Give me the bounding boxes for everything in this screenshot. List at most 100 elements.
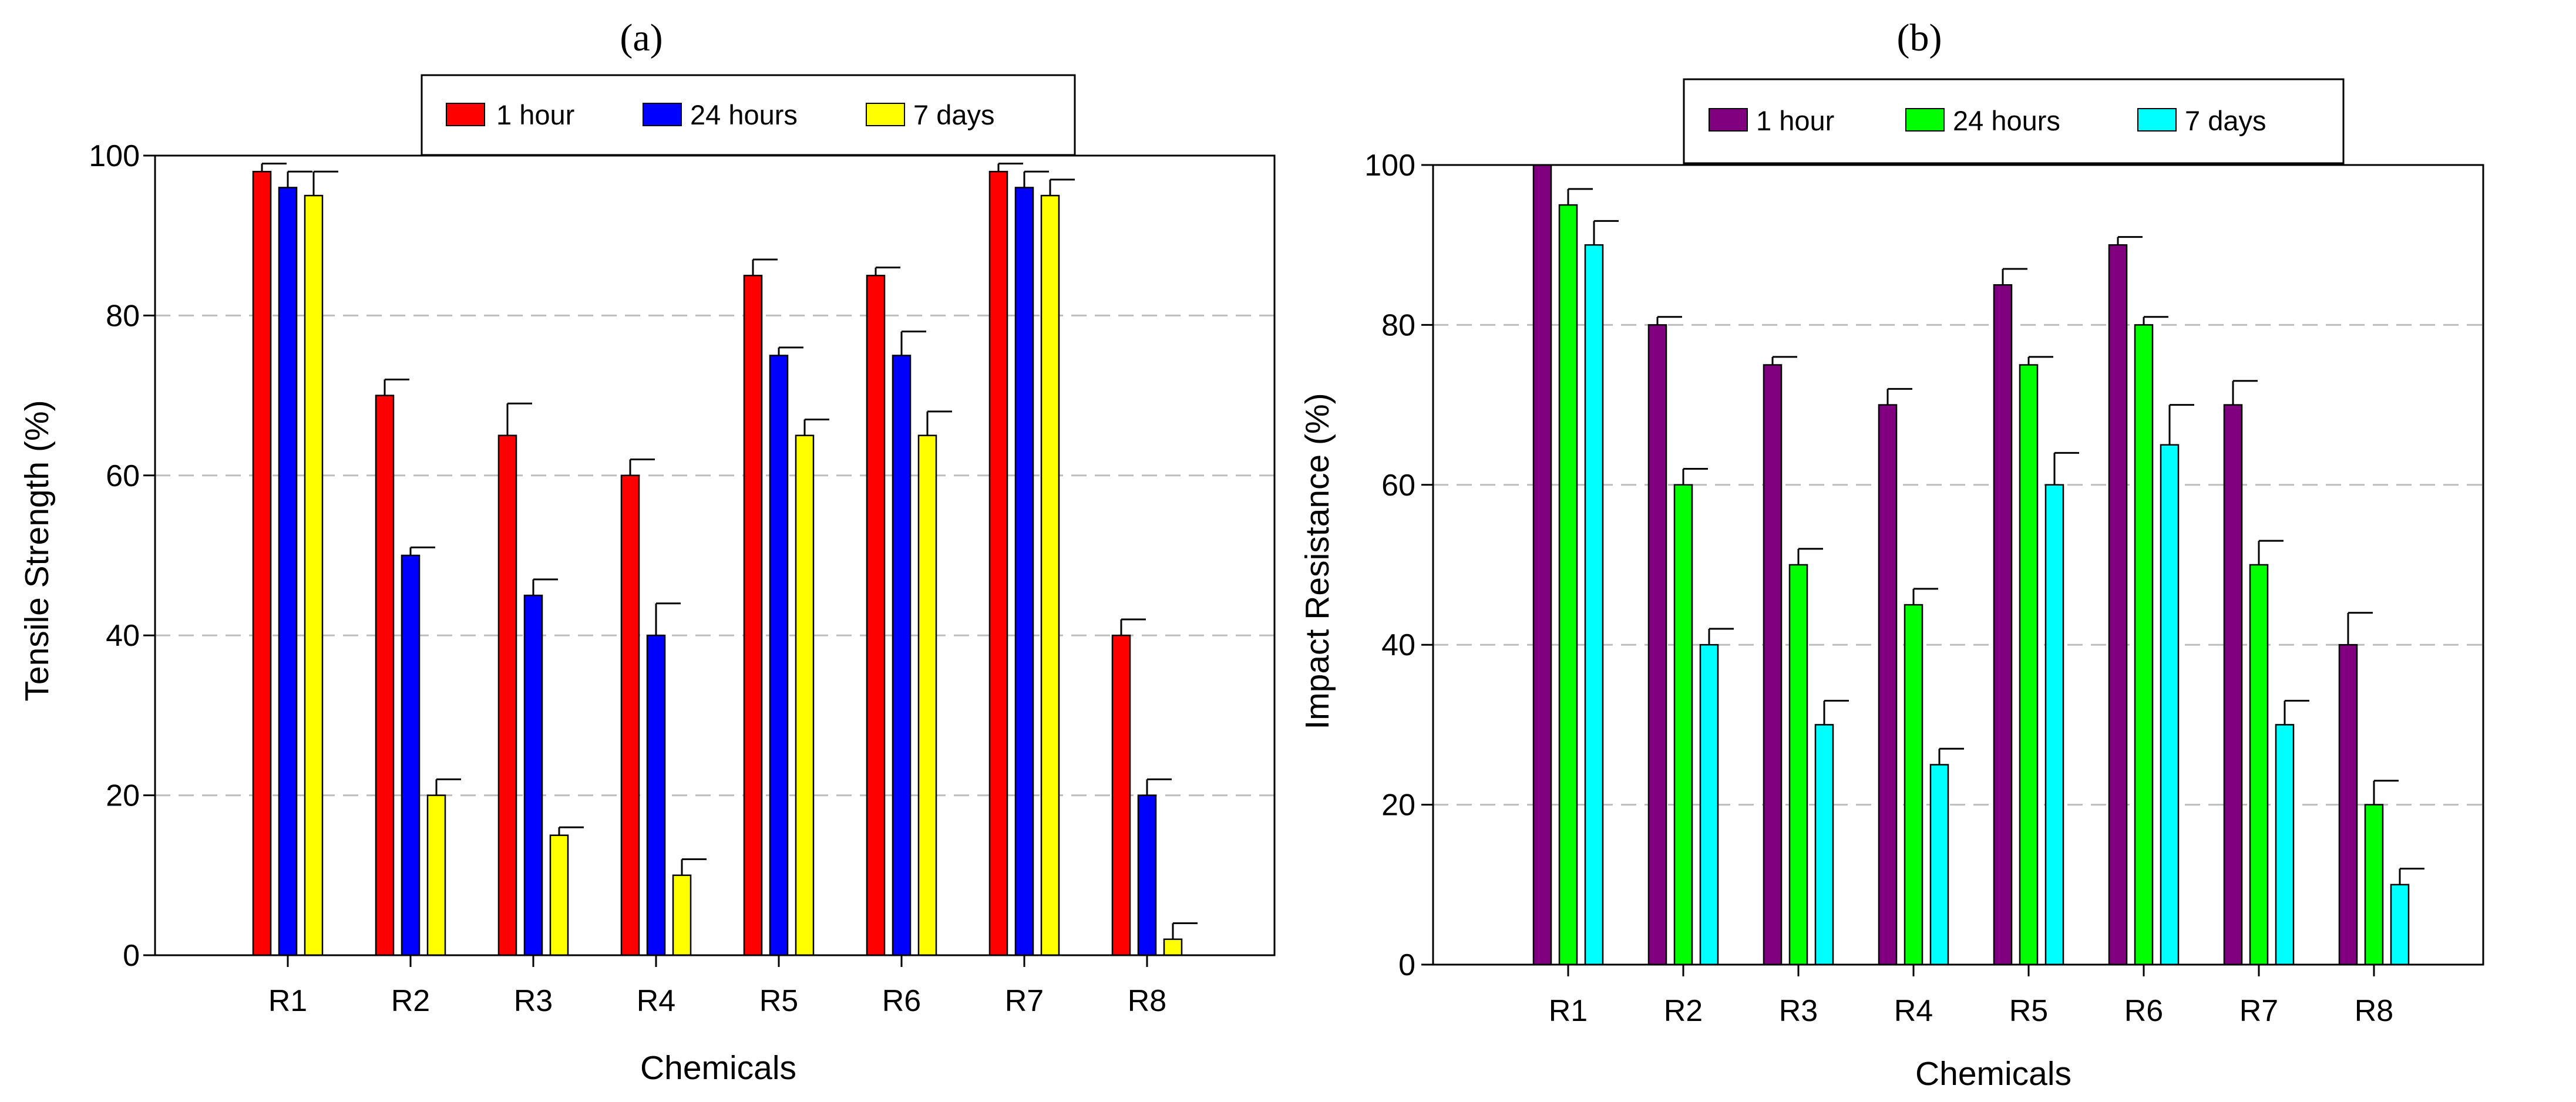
y-tick-label-80: 80: [1381, 308, 1415, 342]
bar-r6-1-hour: [866, 275, 886, 956]
bar-r1-1-hour: [252, 170, 272, 956]
error-bar-r4-1-hour: [1886, 387, 1912, 405]
x-tick-label-r7: R7: [1005, 984, 1044, 1018]
bar-r2-1-hour: [375, 395, 395, 956]
bar-r3-7-days: [549, 834, 569, 956]
y-tick-label-0: 0: [1398, 948, 1415, 982]
bar-r7-24-hours: [2249, 564, 2269, 966]
panel-label-b: (b): [1897, 16, 1942, 59]
error-bar-r8-7-days: [1172, 922, 1198, 939]
bar-r3-24-hours: [1788, 564, 1808, 966]
error-bar-r8-24-hours: [1146, 778, 1172, 796]
x-tick-label-r8: R8: [2355, 994, 2393, 1028]
bar-r2-1-hour: [1647, 324, 1667, 966]
x-tick-label-r3: R3: [514, 984, 553, 1018]
error-bar-r4-24-hours: [1912, 588, 1938, 605]
y-axis-label: Tensile Strength (%): [18, 400, 56, 701]
legend-label-24-hours: 24 hours: [1953, 105, 2060, 136]
bar-r3-1-hour: [497, 434, 517, 956]
impact-resistance-chart: (b) 0 20 40 60 80 100 R1 R2 R3 R4 R5 R6 R7 R8 Chemic…: [1299, 16, 2484, 1093]
error-bar-r6-7-days: [926, 410, 952, 436]
bar-r5-24-hours: [2019, 364, 2039, 966]
x-tick-label-r4: R4: [1894, 994, 1933, 1028]
bar-r4-24-hours: [646, 634, 666, 956]
error-bar-r7-1-hour: [2232, 380, 2258, 405]
y-axis-label: Impact Resistance (%): [1299, 393, 1336, 729]
legend-swatch-24-hours: [643, 103, 682, 126]
x-tick-label-r4: R4: [637, 984, 675, 1018]
bar-r5-7-days: [2044, 484, 2064, 966]
error-bar-r7-1-hour: [997, 163, 1023, 172]
bar-r6-7-days: [2160, 444, 2180, 966]
error-bar-r3-1-hour: [1771, 356, 1797, 365]
legend-swatch-24-hours: [1905, 108, 1945, 132]
grid-lines: [1433, 323, 2483, 806]
bar-r5-1-hour: [743, 275, 763, 956]
error-bar-r2-24-hours: [1682, 468, 1708, 485]
error-bar-r5-7-days: [2053, 451, 2079, 485]
bar-r2-24-hours: [1673, 484, 1693, 966]
bar-r5-1-hour: [1993, 284, 2013, 966]
bar-r2-7-days: [1699, 643, 1719, 966]
bar-r4-1-hour: [620, 474, 640, 956]
bar-r2-7-days: [426, 794, 446, 956]
bar-r7-7-days: [2275, 724, 2295, 966]
bar-r8-24-hours: [1137, 794, 1157, 956]
legend: 1 hour 24 hours 7 days: [421, 74, 1076, 156]
bar-r6-24-hours: [2134, 324, 2154, 966]
x-tick-label-r1: R1: [268, 984, 307, 1018]
error-bar-group: [1567, 188, 2424, 885]
bar-r1-24-hours: [1558, 204, 1578, 966]
x-tick-label-r3: R3: [1779, 994, 1818, 1028]
bar-r2-24-hours: [401, 554, 421, 956]
legend-box: [421, 74, 1076, 156]
y-axis-ticks: 0 20 40 60 80 100: [89, 139, 155, 973]
error-bar-r6-1-hour: [2117, 236, 2143, 245]
error-bar-r5-7-days: [803, 418, 829, 436]
x-axis-label: Chemicals: [640, 1049, 796, 1087]
error-bar-r5-1-hour: [2002, 268, 2027, 285]
bar-group: [1532, 164, 2410, 966]
error-bar-r2-1-hour: [1656, 316, 1682, 325]
error-bar-group: [261, 163, 1198, 939]
error-bar-r5-1-hour: [752, 258, 778, 276]
bar-r3-7-days: [1814, 724, 1834, 966]
x-axis-ticks: R1 R2 R3 R4 R5 R6 R7 R8: [268, 955, 1166, 1018]
bar-r8-24-hours: [2364, 804, 2384, 966]
bar-r8-7-days: [2390, 884, 2410, 966]
bar-r3-1-hour: [1763, 364, 1783, 966]
bar-r7-24-hours: [1014, 187, 1034, 956]
error-bar-r4-7-days: [681, 858, 707, 875]
bar-r3-24-hours: [523, 594, 543, 956]
error-bar-r8-24-hours: [2373, 780, 2399, 805]
error-bar-r3-1-hour: [506, 402, 532, 436]
bar-group: [252, 170, 1183, 956]
error-bar-r4-24-hours: [655, 602, 681, 636]
legend-swatch-7-days: [2137, 108, 2177, 132]
error-bar-r8-1-hour: [2347, 612, 2373, 645]
bar-r1-24-hours: [278, 187, 298, 956]
error-bar-r7-24-hours: [2258, 540, 2284, 565]
x-axis-ticks: R1 R2 R3 R4 R5 R6 R7 R8: [1549, 965, 2393, 1028]
x-tick-label-r2: R2: [391, 984, 430, 1018]
bar-r4-24-hours: [1904, 604, 1923, 966]
legend-label-24-hours: 24 hours: [690, 99, 798, 130]
error-bar-r7-7-days: [1049, 178, 1075, 196]
x-axis-label: Chemicals: [1915, 1055, 2071, 1093]
legend-label-7-days: 7 days: [2185, 105, 2266, 136]
error-bar-r7-7-days: [2284, 700, 2309, 725]
x-tick-label-r5: R5: [2009, 994, 2048, 1028]
plot-area: [1432, 164, 2484, 966]
error-bar-r2-7-days: [435, 778, 461, 796]
legend: 1 hour 24 hours 7 days: [1683, 78, 2345, 164]
tensile-strength-chart: (a) 0 20 40 60 80 100 R1 R2 R3 R4 R5 R6 R7 R8 Chemic…: [18, 16, 1276, 1087]
error-bar-r6-24-hours: [900, 331, 926, 356]
bar-r5-7-days: [795, 434, 815, 956]
legend-swatch-7-days: [866, 103, 905, 126]
error-bar-r5-24-hours: [778, 346, 803, 356]
bar-r5-24-hours: [769, 355, 789, 956]
y-tick-label-80: 80: [106, 299, 140, 333]
error-bar-r5-24-hours: [2027, 356, 2053, 365]
bar-r7-7-days: [1040, 194, 1060, 956]
error-bar-r8-7-days: [2399, 868, 2424, 885]
